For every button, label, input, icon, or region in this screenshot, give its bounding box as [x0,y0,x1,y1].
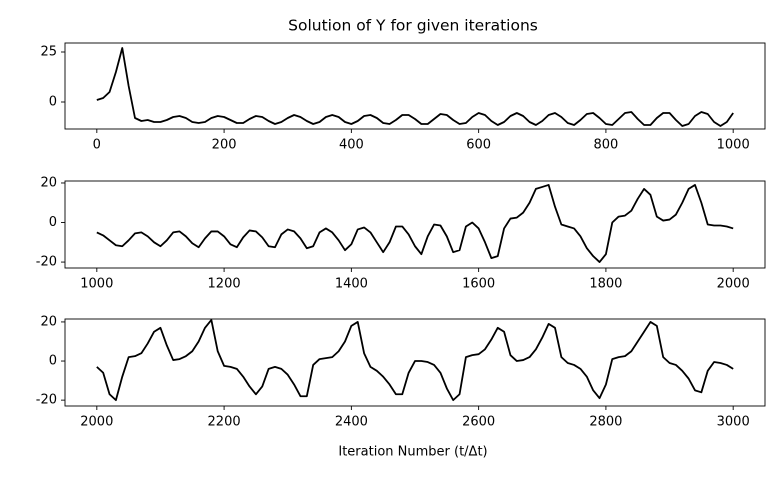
y-tick-label: 20 [40,175,57,190]
x-tick-label: 1800 [589,277,622,292]
y-tick-label: 0 [49,95,57,110]
data-line [96,184,734,263]
x-axis-label: Iteration Number (t/Δt) [338,445,487,460]
x-tick-label: 200 [212,138,237,153]
x-tick-label: 1000 [80,277,113,292]
y-tick-label: 20 [40,314,57,329]
x-tick-label: 1400 [335,277,368,292]
x-tick-label: 600 [466,138,491,153]
x-tick-label: 1600 [462,277,495,292]
x-tick-label: 2600 [462,415,495,430]
data-line [96,47,734,127]
x-tick-label: 2800 [589,415,622,430]
y-tick-label: -20 [36,255,57,270]
x-tick-label: 3000 [717,415,750,430]
axes-frame [64,180,766,269]
x-tick-label: 2400 [335,415,368,430]
x-tick-label: 400 [339,138,364,153]
x-tick-label: 2000 [80,415,113,430]
axes-frame [64,318,766,407]
y-tick-label: -20 [36,393,57,408]
axes-frame [64,42,766,130]
x-tick-label: 1200 [208,277,241,292]
x-tick-label: 1000 [717,138,750,153]
x-tick-label: 2000 [717,277,750,292]
y-tick-label: 0 [49,215,57,230]
y-tick-label: 0 [49,354,57,369]
x-tick-label: 2200 [208,415,241,430]
x-tick-label: 800 [593,138,618,153]
data-line [96,319,734,402]
chart-title: Solution of Y for given iterations [288,17,538,35]
x-tick-label: 0 [93,138,101,153]
y-tick-label: 25 [40,45,57,60]
